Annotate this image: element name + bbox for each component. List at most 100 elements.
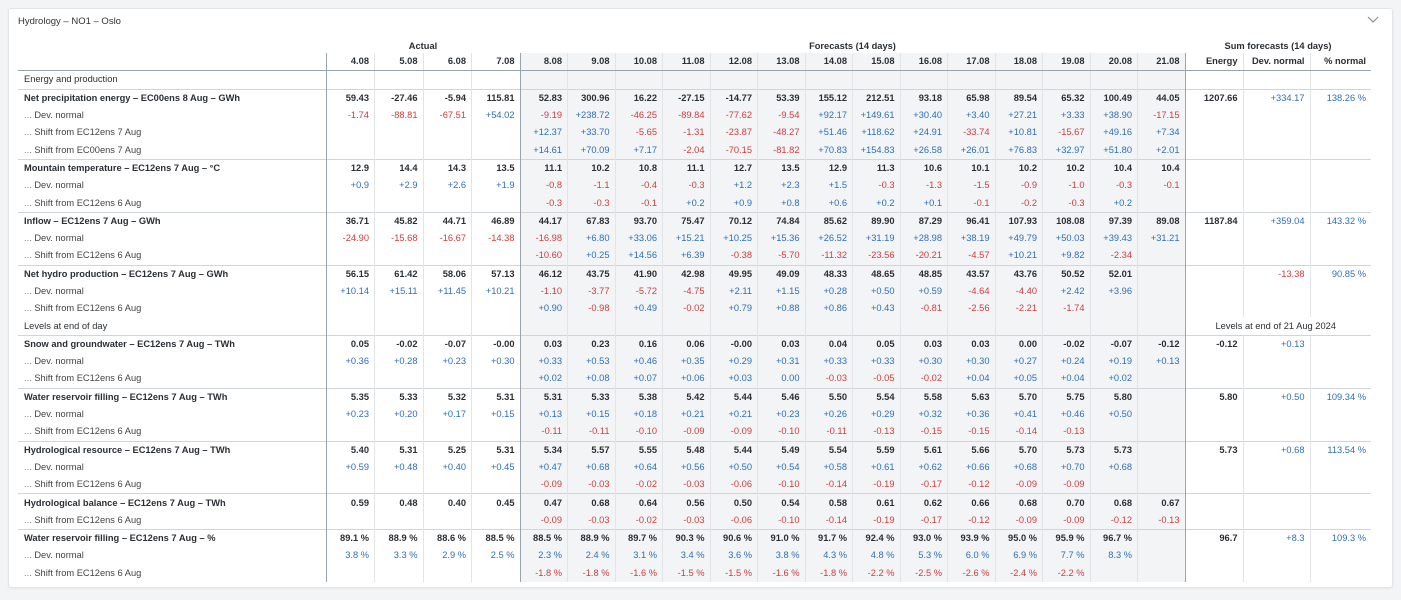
cell: -2.6 % <box>947 564 995 582</box>
cell: +0.36 <box>947 405 995 424</box>
cell: +0.2 <box>662 194 710 213</box>
cell: -11.32 <box>804 247 853 266</box>
cell: -0.14 <box>804 511 853 530</box>
date-header-row: 4.08 5.08 6.08 7.08 8.08 9.08 10.08 11.08 12.08 1… <box>18 53 1371 72</box>
cell: +0.35 <box>662 353 710 371</box>
cell: 5.57 <box>567 440 615 459</box>
cell: 5.75 <box>1042 387 1090 406</box>
sum-cell <box>1242 177 1310 195</box>
cell: -0.2 <box>994 194 1043 213</box>
sum-cell <box>1184 458 1243 477</box>
cell: -2.04 <box>662 141 710 160</box>
cell: -0.38 <box>709 247 758 266</box>
cell: -2.2 % <box>852 564 900 582</box>
cell: -0.17 <box>899 476 948 494</box>
cell: +238.72 <box>567 106 615 125</box>
sum-cell: 138.26 % <box>1309 88 1371 107</box>
cell: +0.24 <box>1042 353 1090 371</box>
cell: +3.96 <box>1089 282 1138 301</box>
cell <box>1137 405 1185 424</box>
row-label: Inflow – EC12ens 7 Aug – GWh <box>18 211 326 230</box>
cell: +0.43 <box>852 300 900 318</box>
cell <box>471 300 520 318</box>
cell: -0.03 <box>804 370 853 389</box>
sum-cell: 113.54 % <box>1309 440 1371 459</box>
cell: 0.70 <box>1042 493 1090 512</box>
cell: -67.51 <box>422 106 472 125</box>
table-subrow: Shift from EC12ens 6 Aug-1.8 %-1.8 %-1.6… <box>18 564 1371 582</box>
cell: 6.0 % <box>947 547 995 565</box>
sum-cell <box>1309 141 1371 160</box>
sum-cell <box>1309 70 1371 90</box>
cell: 11.1 <box>519 158 568 178</box>
row-label: Shift from EC12ens 6 Aug <box>18 247 326 265</box>
table-subrow: Shift from EC12ens 6 Aug-0.09-0.03-0.02-… <box>18 476 1371 494</box>
cell: +30.40 <box>899 106 948 125</box>
cell: 43.75 <box>567 264 615 283</box>
cell <box>1042 317 1090 336</box>
cell: +3.40 <box>947 106 995 125</box>
cell <box>325 370 375 389</box>
cell: 212.51 <box>852 88 900 107</box>
sum-cell: 5.73 <box>1184 440 1243 459</box>
sum-cell: +359.04 <box>1242 211 1310 230</box>
cell: 56.15 <box>325 264 375 283</box>
cell: +2.01 <box>1137 141 1185 160</box>
table-subrow: Dev. normal+0.9+2.9+2.6+1.9-0.8-1.1-0.4-… <box>18 177 1371 195</box>
table-row: Snow and groundwater – EC12ens 7 Aug – T… <box>18 334 1371 354</box>
cell: 10.2 <box>567 158 615 178</box>
sum-cell: 90.85 % <box>1309 264 1371 283</box>
cell: +0.19 <box>1089 353 1138 371</box>
cell: -0.09 <box>994 476 1043 494</box>
sum-cell <box>1309 493 1371 512</box>
sum-cell: 96.7 <box>1184 529 1243 548</box>
cell: -0.02 <box>614 511 663 530</box>
cell: 91.0 % <box>757 529 805 548</box>
cell: +15.11 <box>374 282 423 301</box>
cell: 87.29 <box>899 211 948 230</box>
cell: +0.02 <box>1089 370 1138 389</box>
cell: +27.21 <box>994 106 1043 125</box>
cell <box>1089 423 1138 442</box>
table-subrow: Shift from EC12ens 6 Aug-0.09-0.03-0.02-… <box>18 511 1371 530</box>
cell: 5.58 <box>899 387 948 406</box>
cell: +32.97 <box>1042 141 1090 160</box>
cell: 70.12 <box>709 211 758 230</box>
date-header: 20.08 <box>1089 53 1138 72</box>
chevron-down-icon[interactable] <box>1366 14 1380 26</box>
cell: 0.45 <box>471 493 520 512</box>
row-label: Snow and groundwater – EC12ens 7 Aug – T… <box>18 334 326 354</box>
cell <box>1042 70 1090 90</box>
group-actual: Actual <box>408 41 438 51</box>
cell: +0.50 <box>852 282 900 301</box>
cell <box>614 317 663 336</box>
cell <box>325 124 375 142</box>
sum-cell <box>1184 229 1243 248</box>
cell: +26.58 <box>899 141 948 160</box>
cell: 13.5 <box>471 158 520 178</box>
sum-cell <box>1309 476 1371 494</box>
sum-cell <box>1309 423 1371 442</box>
date-header: 14.08 <box>804 53 853 72</box>
cell: +0.56 <box>662 458 710 477</box>
cell: 91.7 % <box>804 529 853 548</box>
cell <box>374 141 423 160</box>
cell: +0.30 <box>947 353 995 371</box>
cell: 49.95 <box>709 264 758 283</box>
table-subrow: Shift from EC12ens 7 Aug +12.37+33.70-5.6… <box>18 124 1371 142</box>
cell: +2.11 <box>709 282 758 301</box>
cell: 53.39 <box>757 88 805 107</box>
cell: -0.13 <box>1137 511 1185 530</box>
cell: 0.47 <box>519 493 568 512</box>
cell <box>1137 70 1185 90</box>
cell: 2.9 % <box>422 547 472 565</box>
cell: -0.07 <box>422 334 472 354</box>
cell: -1.31 <box>662 124 710 142</box>
cell: +0.54 <box>757 458 805 477</box>
cell: +12.37 <box>519 124 568 142</box>
table-row: Net precipitation energy – EC00ens 8 Aug… <box>18 88 1371 107</box>
cell <box>422 317 472 336</box>
row-label: Dev. normal <box>18 283 326 300</box>
section-row: Levels at end of day Levels at end of 21 … <box>18 317 1371 336</box>
cell: +0.53 <box>567 353 615 371</box>
